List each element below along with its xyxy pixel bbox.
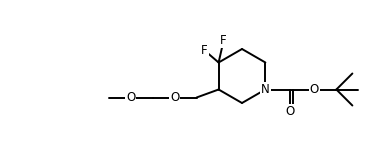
Text: O: O <box>170 91 179 104</box>
Text: N: N <box>261 83 270 96</box>
Text: F: F <box>220 34 227 47</box>
Text: O: O <box>310 83 319 96</box>
Text: F: F <box>201 44 208 57</box>
Text: O: O <box>126 91 135 104</box>
Text: O: O <box>286 105 295 118</box>
